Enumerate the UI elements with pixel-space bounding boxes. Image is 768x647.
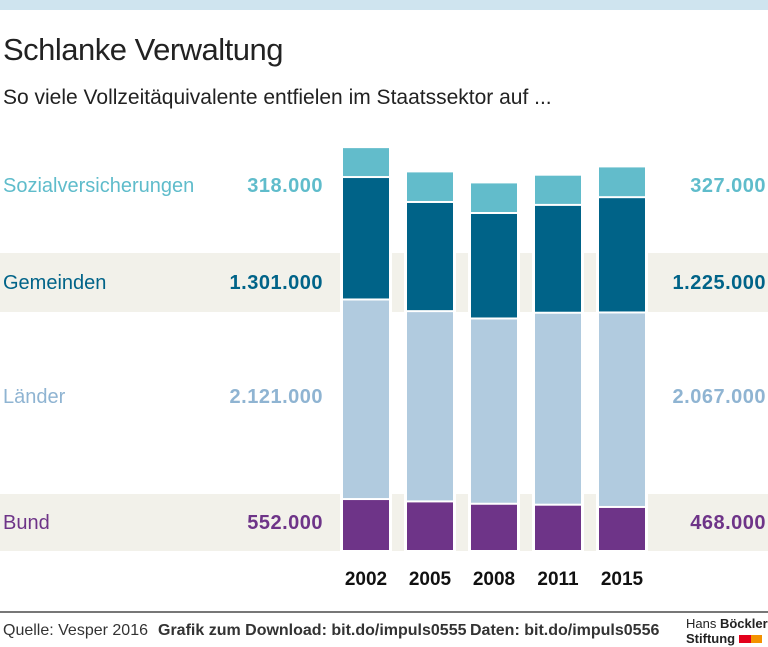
value-2015-laender: 2.067.000 (672, 386, 766, 408)
bar-2008-länder (471, 319, 517, 503)
label-sozialversicherungen: Sozialversicherungen (3, 175, 195, 197)
year-label-2002: 2002 (345, 569, 387, 590)
bar-2011-bund (535, 505, 581, 550)
label-bund: Bund (3, 512, 50, 534)
value-2002-gemeinden: 1.301.000 (229, 272, 323, 294)
year-label-2005: 2005 (409, 569, 452, 590)
label-gemeinden: Gemeinden (3, 272, 107, 294)
bar-2002-länder (343, 300, 389, 499)
bar-2011-gemeinden (535, 205, 581, 312)
chart-subtitle: So viele Vollzeitäquivalente entfielen i… (3, 86, 552, 109)
source-text: Quelle: Vesper 2016 (3, 622, 148, 639)
value-2002-sozialversicherungen: 318.000 (247, 175, 323, 197)
top-band (0, 0, 768, 10)
bar-2015-sozialversicherungen (599, 167, 645, 197)
bar-2008-bund (471, 504, 517, 550)
hans-boeckler-logo: Hans Böckler Stiftung (686, 616, 768, 646)
bar-2002-gemeinden (343, 178, 389, 299)
bar-2005-bund (407, 502, 453, 550)
value-2002-bund: 552.000 (247, 512, 323, 534)
year-label-2008: 2008 (473, 569, 515, 590)
download-link[interactable]: Grafik zum Download: bit.do/impuls0555 (158, 622, 467, 639)
bar-2015-länder (599, 313, 645, 506)
bar-2005-gemeinden (407, 202, 453, 311)
data-link[interactable]: Daten: bit.do/impuls0556 (470, 622, 660, 639)
footer-divider (0, 611, 768, 613)
bar-2002-sozialversicherungen (343, 148, 389, 177)
year-label-2015: 2015 (601, 569, 644, 590)
value-2002-laender: 2.121.000 (229, 386, 323, 408)
year-label-2011: 2011 (537, 569, 579, 590)
stacked-bar-chart: 2002 2005 2008 2011 2015 (343, 148, 645, 590)
value-2015-bund: 468.000 (690, 512, 766, 534)
value-2015-gemeinden: 1.225.000 (672, 272, 766, 294)
bar-2015-gemeinden (599, 198, 645, 312)
bar-2011-sozialversicherungen (535, 175, 581, 204)
bar-2005-sozialversicherungen (407, 172, 453, 201)
chart-title: Schlanke Verwaltung (3, 32, 284, 67)
bar-2008-gemeinden (471, 213, 517, 318)
bar-2005-länder (407, 312, 453, 501)
bar-2008-sozialversicherungen (471, 183, 517, 212)
bar-2011-länder (535, 313, 581, 504)
bar-2002-bund (343, 500, 389, 550)
bar-2015-bund (599, 507, 645, 550)
value-2015-sozialversicherungen: 327.000 (690, 175, 766, 197)
label-laender: Länder (3, 386, 66, 408)
